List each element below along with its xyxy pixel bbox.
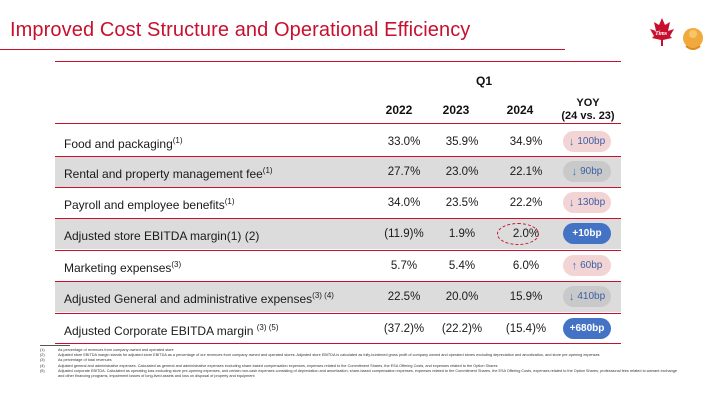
value-2022: (11.9)%	[384, 228, 424, 240]
row-label: Adjusted General and administrative expe…	[64, 291, 334, 306]
value-2022: 33.0%	[387, 136, 421, 148]
footnote: (3) As percentage of total revenues	[40, 358, 112, 363]
value-2023: (22.2)%	[441, 323, 483, 335]
row-divider	[55, 156, 621, 157]
yoy-change-badge: ↓ 410bp	[563, 286, 611, 307]
year-header-2023: 2023	[442, 103, 470, 117]
yoy-change-badge: +680bp	[563, 318, 611, 339]
value-2023: 35.9%	[445, 136, 479, 148]
yoy-change-badge: ↓ 100bp	[563, 131, 611, 152]
yoy-change-badge: ↑ 60bp	[563, 255, 611, 276]
row-divider	[55, 218, 621, 219]
row-divider	[55, 187, 621, 188]
table-row: Adjusted General and administrative expe…	[55, 282, 621, 312]
page-title: Improved Cost Structure and Operational …	[10, 19, 471, 41]
yoy-change-badge: ↓ 90bp	[563, 161, 611, 182]
value-2024: 6.0%	[512, 260, 540, 272]
brand-text: Tims	[655, 31, 668, 37]
value-2024: 34.9%	[509, 136, 543, 148]
footnotes: (1) As percentage of revenues from compan…	[40, 348, 680, 379]
row-divider	[55, 250, 621, 251]
value-2022: 5.7%	[390, 260, 418, 272]
row-label: Marketing expenses(3)	[64, 260, 182, 275]
value-2024: 22.2%	[509, 197, 543, 209]
table-row: Adjusted Corporate EBITDA margin (3) (5)…	[55, 314, 621, 344]
value-2024: 22.1%	[509, 166, 543, 178]
value-2023: 23.0%	[445, 166, 479, 178]
row-label: Payroll and employee benefits(1)	[64, 197, 235, 212]
yoy-change-badge: +10bp	[563, 223, 611, 244]
arrow-down-icon: ↓	[571, 165, 578, 178]
year-header-2024: 2024	[506, 103, 534, 117]
maple-leaf-icon	[650, 18, 674, 46]
row-label: Adjusted Corporate EBITDA margin (3) (5)	[64, 323, 279, 338]
row-divider	[55, 313, 621, 314]
table-row: Rental and property management fee(1) 27…	[55, 157, 621, 187]
row-label: Adjusted store EBITDA margin(1) (2)	[64, 229, 260, 243]
period-header: Q1	[476, 74, 493, 88]
table-top-rule	[55, 61, 621, 62]
value-2022: 22.5%	[387, 291, 421, 303]
value-2023: 1.9%	[448, 228, 476, 240]
row-label: Food and packaging(1)	[64, 136, 183, 151]
value-2022: 27.7%	[387, 166, 421, 178]
footnote: (2) Adjusted store EBITDA margin stands f…	[40, 353, 600, 358]
footnote-divider	[40, 345, 70, 346]
yoy-header-title: YOY	[576, 97, 600, 109]
yoy-header-subtitle: (24 vs. 23)	[561, 110, 615, 122]
value-2023: 20.0%	[445, 291, 479, 303]
tims-logo: Tims	[648, 16, 708, 56]
arrow-up-icon: ↑	[571, 259, 578, 272]
table-row: Payroll and employee benefits(1) 34.0% 2…	[55, 188, 621, 218]
value-2022: (37.2)%	[383, 323, 425, 335]
row-divider	[55, 281, 621, 282]
footnote: (5) Adjusted corporate EBITDA. Calculated…	[40, 368, 677, 379]
yoy-header: YOY (24 vs. 23)	[548, 97, 628, 123]
footnote: (1) As percentage of revenues from compan…	[40, 348, 174, 352]
yoy-change-badge: ↓ 130bp	[563, 192, 611, 213]
arrow-down-icon: ↓	[568, 196, 575, 209]
row-label: Rental and property management fee(1)	[64, 166, 273, 181]
value-2024: (15.4)%	[505, 323, 547, 335]
value-2024: 15.9%	[509, 291, 543, 303]
arrow-down-icon: ↓	[568, 135, 575, 148]
value-2023: 5.4%	[448, 260, 476, 272]
header-divider	[55, 123, 621, 124]
footnote: (4) Adjusted general and administrative e…	[40, 363, 498, 368]
highlight-circle	[497, 223, 539, 245]
table-row: Marketing expenses(3) 5.7% 5.4% 6.0%	[55, 251, 621, 281]
value-2022: 34.0%	[387, 197, 421, 209]
year-header-2022: 2022	[385, 103, 413, 117]
value-2023: 23.5%	[445, 197, 479, 209]
title-divider	[0, 49, 565, 50]
table-bottom-rule	[55, 343, 621, 344]
table-row: Food and packaging(1) 33.0% 35.9% 34.9%	[55, 127, 621, 157]
arrow-down-icon: ↓	[568, 290, 575, 303]
